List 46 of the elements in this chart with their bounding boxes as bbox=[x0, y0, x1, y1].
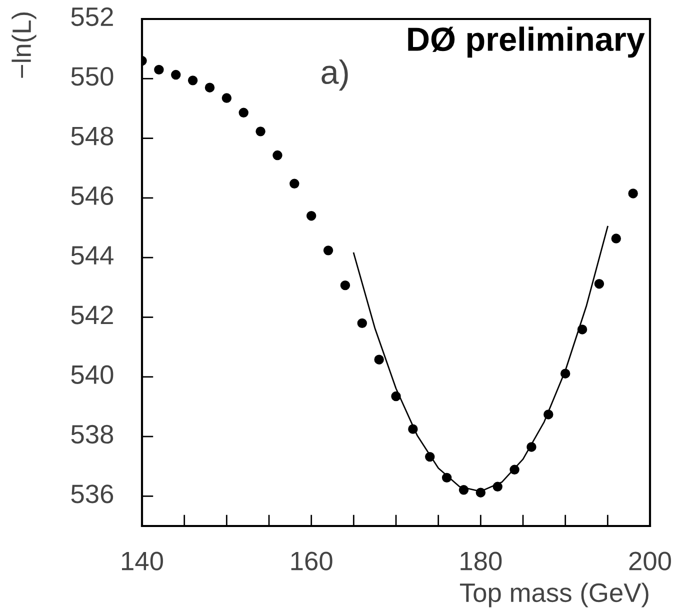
y-tick-label: 552 bbox=[71, 7, 113, 26]
point bbox=[560, 368, 570, 378]
point bbox=[306, 210, 316, 221]
x-tick-label: 140 bbox=[122, 552, 163, 570]
point bbox=[442, 472, 452, 483]
point bbox=[374, 354, 384, 364]
point bbox=[458, 485, 469, 495]
point bbox=[544, 410, 554, 420]
point bbox=[238, 108, 248, 118]
y-tick-label: 536 bbox=[71, 484, 114, 504]
point bbox=[526, 442, 536, 452]
x-axis-title: Top mass (GeV) bbox=[460, 582, 648, 608]
y-tick-label: 540 bbox=[71, 365, 114, 384]
point bbox=[256, 126, 266, 136]
point bbox=[171, 70, 181, 80]
point bbox=[611, 234, 621, 244]
point bbox=[391, 391, 401, 402]
x-tick-label: 200 bbox=[629, 552, 671, 570]
point bbox=[510, 464, 520, 474]
point bbox=[492, 482, 502, 492]
point bbox=[272, 150, 282, 160]
y-tick-label: 544 bbox=[71, 246, 114, 265]
point bbox=[628, 188, 638, 198]
point bbox=[204, 82, 215, 92]
point bbox=[408, 424, 418, 434]
point bbox=[425, 452, 435, 462]
point bbox=[577, 324, 588, 334]
point bbox=[188, 76, 198, 86]
x-tick-label: 180 bbox=[460, 552, 502, 570]
point bbox=[323, 246, 334, 256]
point bbox=[476, 488, 486, 498]
point bbox=[340, 280, 350, 290]
y-tick-label: 538 bbox=[71, 424, 114, 444]
point bbox=[357, 318, 367, 328]
y-axis-title: −ln(L) bbox=[12, 12, 36, 78]
chart-title: DØ preliminary bbox=[408, 26, 645, 58]
y-tick-label: 548 bbox=[71, 126, 114, 146]
point bbox=[154, 64, 164, 75]
x-tick-label: 160 bbox=[291, 552, 332, 570]
annotation: a) bbox=[322, 60, 348, 91]
point bbox=[290, 178, 300, 188]
y-tick-label: 546 bbox=[71, 186, 114, 206]
point bbox=[222, 93, 232, 103]
y-tick-label: 542 bbox=[71, 306, 113, 324]
point bbox=[594, 278, 604, 289]
y-tick-label: 550 bbox=[71, 67, 114, 86]
